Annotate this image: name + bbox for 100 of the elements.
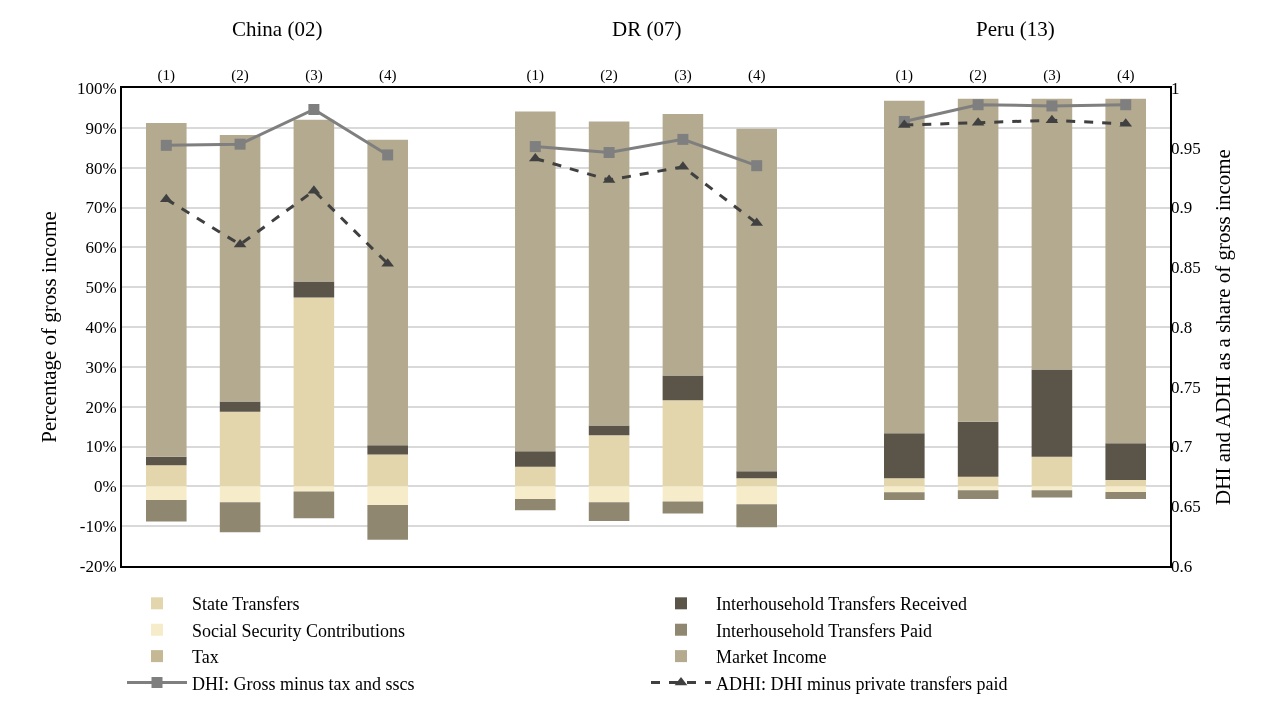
y2-tick-label: 0.85 (1171, 258, 1201, 278)
y2-tick-label: 0.75 (1171, 377, 1201, 397)
bar (367, 139, 408, 446)
x-tick-label: (3) (305, 67, 323, 84)
bar (662, 501, 704, 514)
text: Peru (13) (976, 17, 1055, 41)
y-tick-label: 10% (85, 437, 117, 457)
y-tick-label: 60% (85, 238, 117, 258)
bar (736, 478, 777, 487)
bar (1105, 486, 1147, 492)
bar (219, 401, 261, 412)
bar (884, 486, 925, 493)
bar (219, 135, 261, 402)
x-tick-label: (1) (895, 67, 914, 84)
y-tick-label: 70% (85, 198, 117, 218)
y-tick-label: 80% (85, 158, 117, 178)
bar (293, 486, 335, 492)
bar (145, 486, 187, 500)
bar (145, 123, 187, 457)
y-tick-label: 90% (85, 118, 117, 138)
bar (662, 113, 704, 376)
x-tick-label: (1) (526, 67, 545, 84)
bar (884, 478, 925, 487)
y-tick-label: -10% (79, 517, 117, 537)
bar (1105, 491, 1147, 500)
legend-label: Interhousehold Transfers Received (716, 594, 967, 615)
bar (1031, 486, 1073, 491)
bar (588, 486, 630, 503)
bar (293, 491, 335, 519)
legend-label: ADHI: DHI minus private transfers paid (716, 673, 1008, 694)
bar (884, 100, 925, 434)
x-tick-label: (2) (231, 67, 249, 84)
legend-label: Tax (192, 647, 219, 668)
bar (515, 466, 556, 487)
bar (367, 486, 408, 506)
legend-label: Market Income (716, 647, 827, 668)
bar (957, 421, 999, 477)
bar (957, 98, 999, 422)
text: China (02) (232, 17, 323, 41)
x-tick-label: (3) (1043, 67, 1061, 84)
y2-tick-label: 1 (1171, 78, 1180, 98)
text: DR (07) (612, 17, 682, 41)
bar (515, 111, 556, 452)
bar (588, 435, 630, 487)
y-tick-label: 0% (93, 477, 117, 497)
bar (1031, 490, 1073, 498)
bar (662, 375, 704, 401)
y2-tick-label: 0.65 (1171, 497, 1201, 517)
bar (588, 121, 630, 426)
bar (219, 486, 261, 503)
bar (1105, 98, 1147, 444)
y2-tick-label: 0.9 (1171, 198, 1193, 218)
bar (515, 486, 556, 500)
bar (588, 502, 630, 521)
bar (145, 465, 187, 487)
x-tick-label: (4) (1116, 67, 1135, 84)
bar (1105, 443, 1147, 480)
bar (736, 504, 777, 528)
bar (293, 297, 335, 487)
x-tick-label: (1) (157, 67, 176, 84)
legend-label: DHI: Gross minus tax and sscs (192, 673, 415, 694)
bar (736, 128, 777, 472)
bar (736, 486, 777, 505)
y2-tick-label: 0.95 (1171, 138, 1201, 158)
bar (662, 400, 704, 487)
bar (957, 490, 999, 500)
bar (957, 476, 999, 487)
y-tick-label: 20% (85, 397, 117, 417)
bar (1105, 479, 1147, 487)
bar (293, 281, 335, 298)
bar (736, 471, 777, 479)
x-tick-label: (4) (378, 67, 397, 84)
bar (145, 499, 187, 522)
y2-axis-title: DHI and ADHI as a share of gross income (1210, 149, 1235, 505)
legend-label: Interhousehold Transfers Paid (716, 620, 932, 641)
bar (588, 425, 630, 436)
y-tick-label: 100% (76, 78, 117, 98)
y-tick-label: 40% (85, 317, 117, 337)
bar (1031, 98, 1073, 370)
y-tick-label: -20% (79, 556, 117, 576)
y2-tick-label: 0.8 (1171, 317, 1193, 337)
y2-tick-label: 0.6 (1171, 556, 1193, 576)
bar (515, 499, 556, 511)
bar (145, 456, 187, 466)
legend-label: Social Security Contributions (192, 620, 405, 641)
x-tick-label: (2) (969, 67, 987, 84)
bar (219, 411, 261, 487)
bar (1031, 369, 1073, 457)
legend-label: State Transfers (192, 594, 300, 615)
y-axis-title: Percentage of gross income (36, 211, 61, 443)
y2-tick-label: 0.7 (1171, 437, 1193, 457)
bar (957, 486, 999, 491)
bar (884, 492, 925, 500)
bar (1031, 456, 1073, 487)
bar (884, 433, 925, 479)
x-tick-label: (2) (600, 67, 618, 84)
bar (367, 454, 408, 487)
y-tick-label: 50% (85, 278, 117, 298)
bar (662, 486, 704, 502)
bar (515, 451, 556, 467)
